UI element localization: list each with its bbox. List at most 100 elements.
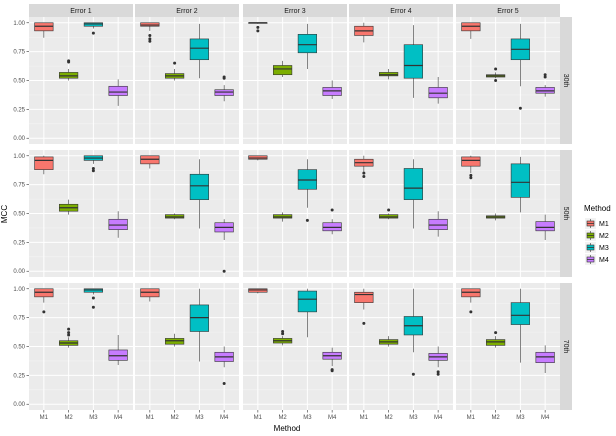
legend-item-M2: M2 [585,230,609,241]
outlier-point [222,381,226,385]
y-tick-label: 0.00 [13,136,25,142]
outlier-point [91,305,95,309]
outlier-point [67,333,71,337]
box-M3 [297,159,317,222]
x-tick-label: M1 [360,415,369,421]
box-M1 [34,288,54,314]
x-tick-label: M1 [467,415,476,421]
panel-50th-0 [29,150,133,277]
panel-30th-0 [29,17,133,144]
legend-label: M1 [599,221,609,228]
outlier-point [494,331,498,335]
box-M2 [273,212,293,222]
box-M4 [214,346,234,385]
outlier-point [256,29,260,33]
y-tick-label: 0.50 [13,345,25,351]
box-M4 [322,80,342,99]
panel-30th-2 [243,17,347,144]
y-axis-title: MCC [0,205,9,223]
box-M4 [535,73,555,97]
outlier-point [436,370,440,374]
box-body [297,34,317,54]
y-tick-label: 0.75 [13,316,25,322]
box-M2 [165,61,185,81]
box-M3 [83,288,103,309]
y-tick-label: 0.25 [13,107,25,113]
x-tick-label: M2 [64,415,73,421]
x-tick-label: M1 [254,415,263,421]
outlier-point [362,321,366,325]
panel-30th-3 [349,17,453,144]
box-M3 [403,159,423,229]
legend-label: M3 [599,245,609,252]
panel-50th-1 [135,150,239,277]
box-M4 [322,208,342,235]
box-M1 [248,22,268,33]
x-tick-label: M4 [328,415,337,421]
column-strip-label: Error 3 [284,8,306,15]
y-tick-label: 1.00 [13,21,25,27]
x-tick-label: M4 [434,415,443,421]
box-body [273,65,293,76]
box-M4 [535,214,555,241]
panel-70th-4 [456,283,560,410]
box-M3 [510,156,530,213]
box-M1 [461,22,481,39]
outlier-point [543,73,547,77]
legend: Method M1 M2 M3 M4 [584,204,611,265]
box-body [34,156,54,170]
x-tick-label: M4 [220,415,229,421]
row-strip [560,17,572,144]
outlier-point [67,327,71,331]
y-tick-label: 0.50 [13,212,25,218]
outlier-point [67,331,71,335]
y-tick-label: 1.00 [13,287,25,293]
row-strip-label: 30th [562,74,569,88]
box-M1 [140,155,160,169]
column-strip [135,4,239,17]
legend-item-M4: M4 [585,254,609,265]
outlier-point [469,310,473,314]
outlier-point [330,368,334,372]
row-strip [560,283,572,410]
box-M4 [428,77,448,104]
box-body [354,291,374,303]
box-M2 [486,331,506,348]
box-M3 [297,288,317,338]
outlier-point [256,25,260,29]
y-tick-label: 0.00 [13,269,25,275]
box-M3 [189,288,209,362]
x-tick-label: M1 [146,415,155,421]
box-M3 [510,23,530,110]
outlier-point [543,75,547,79]
outlier-point [494,67,498,71]
legend-item-M1: M1 [585,218,609,229]
y-tick-label: 0.75 [13,50,25,56]
box-M4 [535,345,555,374]
box-M1 [354,22,374,43]
panel-50th-3 [349,150,453,277]
column-strip-label: Error 1 [70,8,92,15]
x-tick-label: M2 [278,415,287,421]
box-M1 [461,155,481,180]
box-body [108,85,128,96]
box-M1 [34,155,54,175]
y-tick-label: 0.25 [13,373,25,379]
box-M3 [189,159,209,229]
box-M2 [379,336,399,347]
box-M2 [273,329,293,346]
box-M3 [83,155,103,173]
box-body [189,38,209,61]
box-M1 [248,288,268,294]
box-M4 [214,75,234,102]
outlier-point [411,372,415,376]
panel-30th-1 [135,17,239,144]
column-strip-label: Error 2 [176,8,198,15]
x-tick-label: M3 [303,415,312,421]
box-body [535,221,555,232]
box-M2 [379,208,399,220]
outlier-point [362,171,366,175]
panels-layer [29,17,560,410]
box-M4 [428,346,448,376]
box-M2 [165,333,185,347]
